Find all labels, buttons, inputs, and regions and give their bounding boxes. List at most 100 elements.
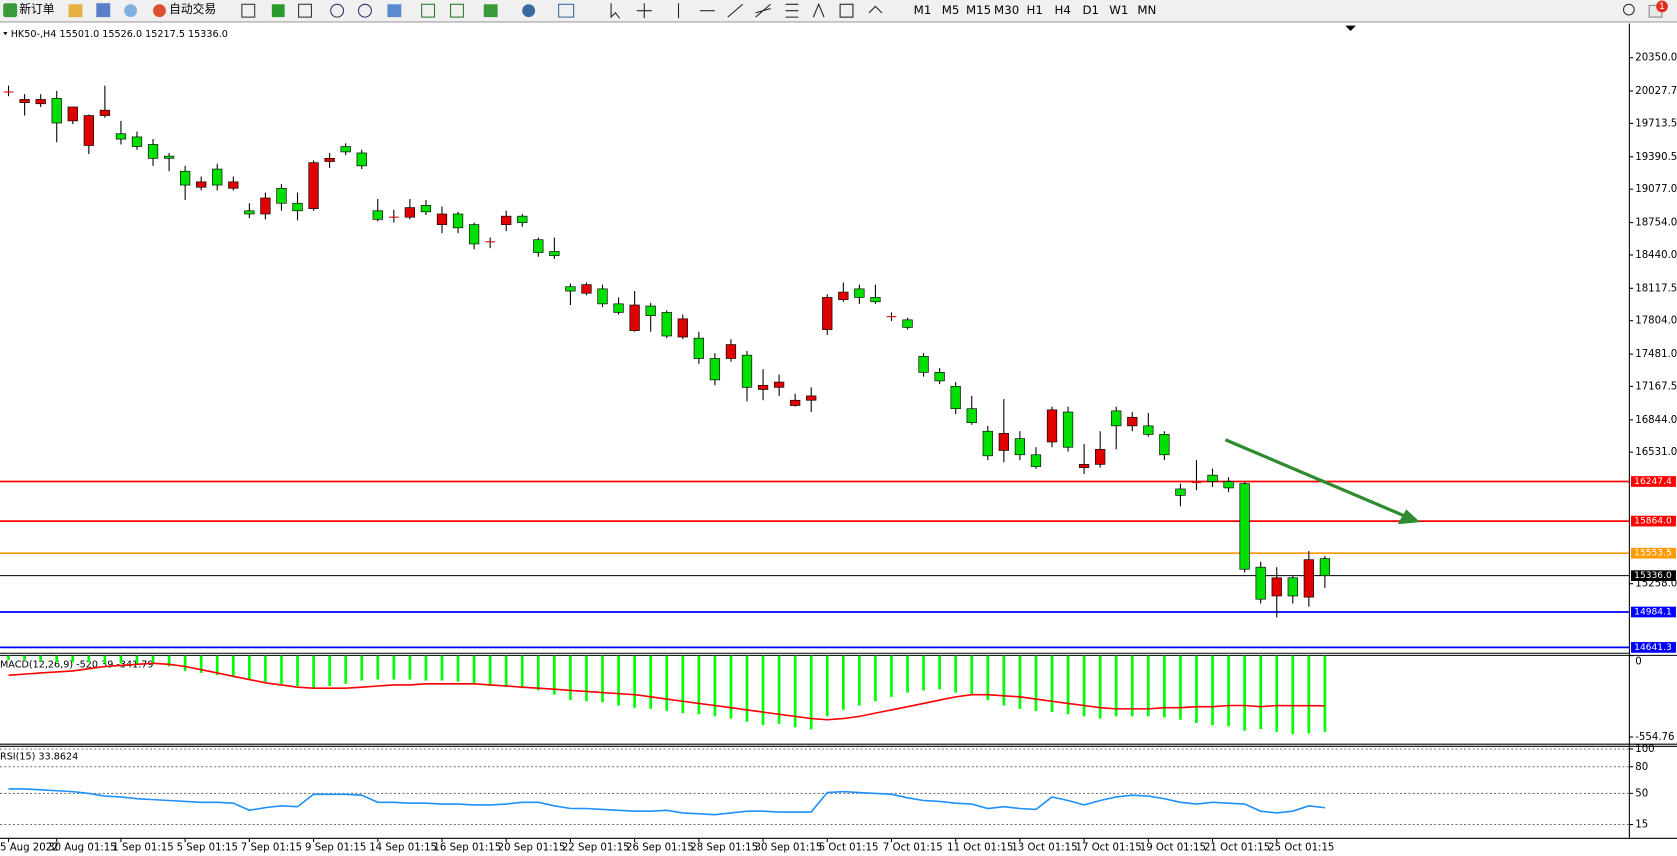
candle-body [115,133,127,140]
icon[interactable] [522,4,536,18]
timeframe-button[interactable]: MN [1137,3,1156,17]
text-icon[interactable] [812,2,825,18]
x-tick-label: 11 Oct 01:15 [947,842,1013,853]
y-tick-label: 18117.5 [1635,283,1677,294]
candle-body [934,372,945,382]
candle-body [196,181,207,188]
y-tick-label: 17804.0 [1635,316,1677,327]
icon[interactable] [387,4,402,18]
icon [153,4,166,18]
new-order-button[interactable]: 新订单 [3,2,55,18]
candle-body [131,136,143,147]
timeframe-button[interactable]: W1 [1109,3,1128,17]
candle-body [902,319,913,328]
timeframe-label: H1 [1026,3,1042,17]
timeframe-button[interactable]: M5 [942,3,960,17]
arrow-head [1397,509,1421,525]
icon[interactable] [124,4,137,18]
x-tick-label: 16 Sep 01:15 [433,842,501,853]
signal-line [8,662,1325,721]
search-icon[interactable] [1622,3,1635,16]
timeframe-label: M15 [966,3,991,17]
y-tick-label: 15 [1635,819,1648,830]
icon[interactable] [241,3,256,18]
y-tick-label: 19713.5 [1635,118,1677,129]
y-tick-label: 20350.0 [1635,53,1677,64]
timeframe-button[interactable]: M15 [966,3,991,17]
icon[interactable] [298,3,312,18]
candle-body [661,312,672,337]
icon[interactable] [330,3,345,18]
candle-body [51,98,62,124]
price-level-label: 15336.0 [1634,571,1672,581]
cursor-icon[interactable] [610,3,621,19]
timeframe-button[interactable]: M30 [994,3,1019,17]
y-tick-label: 50 [1635,788,1648,799]
candle-body [147,144,159,159]
auto-trading-button[interactable]: 自动交易 [153,2,216,18]
candle-body [244,210,255,215]
candle-body [1046,409,1058,443]
timeframe-button[interactable]: H1 [1026,3,1042,17]
timeframe-label: D1 [1082,3,1099,17]
icon[interactable] [421,3,436,18]
candle-body [565,286,576,292]
x-tick-label: 20 Sep 01:15 [498,842,566,853]
timeframe-label: M1 [914,3,932,17]
plot: 20350.0 20027.7 19713.5 19390.5 19077.0 18754… [0,53,1677,853]
x-tick-label: 13 Oct 01:15 [1011,842,1077,853]
candle-body [613,303,624,313]
icon[interactable] [483,4,498,18]
x-tick-label: 5 Sep 01:15 [177,842,238,853]
header-marker [3,32,8,36]
candle-body [228,181,239,189]
candle-body [180,170,191,186]
candle-body [725,344,737,359]
candle-body [67,106,78,122]
candle-body [1287,577,1298,597]
candle-body [517,215,528,223]
arrow-icon[interactable] [868,5,883,14]
icon[interactable] [450,3,464,18]
fibo-icon[interactable] [785,3,799,18]
candle-body [1255,566,1266,600]
icon[interactable] [68,4,83,18]
toolbar: 新订单 自动交易 [0,0,1677,23]
icon[interactable] [96,3,111,18]
candle-body [629,304,640,331]
rsi-line [8,788,1325,816]
candle-body [1127,416,1138,427]
candle-body [966,408,977,423]
x-tick-label: 30 Sep 01:15 [754,842,822,853]
crosshair-icon[interactable] [636,3,652,19]
candle-body [404,207,416,218]
timeframe-button[interactable]: D1 [1082,3,1099,17]
candle-body [1303,559,1314,598]
icon[interactable] [271,4,285,18]
timeframe-button[interactable]: M1 [914,3,932,17]
notifications[interactable]: 1 [1648,0,1668,18]
label-icon[interactable] [839,3,854,18]
candle-body [1078,464,1090,468]
price-level-label: 14984.1 [1634,607,1672,617]
timeframe-button[interactable]: H4 [1055,3,1071,17]
icon[interactable] [558,3,575,18]
timeframe-label: M5 [942,3,960,17]
x-tick-label: 17 Oct 01:15 [1076,842,1142,853]
icon[interactable] [357,3,372,18]
candle-body [83,115,94,146]
price-level-tag [1630,515,1676,527]
x-tick-label: 5 Oct 01:15 [819,842,879,853]
trendline-icon[interactable] [727,3,744,18]
candle-body [420,205,432,213]
x-tick-label: 26 Sep 01:15 [626,842,694,853]
candle-body [501,215,512,225]
trend-arrow [1224,438,1421,525]
candle-body [645,305,656,316]
candle-body [19,99,30,103]
channel-icon[interactable] [755,3,771,18]
candle-body [918,356,929,373]
candle-body [35,99,46,105]
